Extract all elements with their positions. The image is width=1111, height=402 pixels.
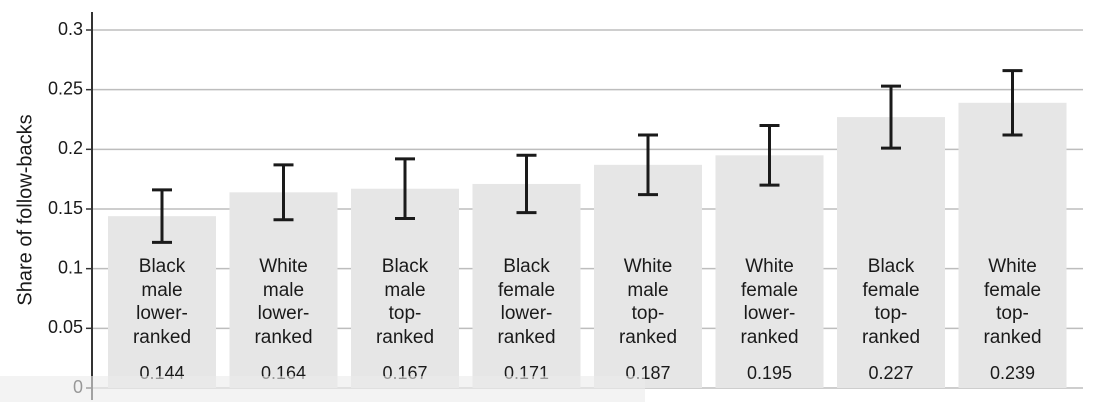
category-label: White female lower- ranked <box>740 256 799 348</box>
category-label: Black female lower- ranked <box>497 256 556 348</box>
y-axis-label: Share of follow-backs <box>14 114 36 305</box>
bar <box>958 102 1067 388</box>
error-bar <box>1002 69 1023 137</box>
value-label: 0.227 <box>868 363 914 383</box>
bar <box>837 117 945 388</box>
category-label: Black male lower- ranked <box>132 256 192 348</box>
bar <box>472 183 581 388</box>
bar <box>229 192 338 388</box>
error-bar <box>395 157 415 221</box>
bar <box>108 216 216 388</box>
category-label: Black male top- ranked <box>375 256 435 348</box>
error-bar <box>516 153 537 215</box>
value-label: 0.239 <box>989 363 1036 383</box>
error-bar <box>273 163 294 222</box>
y-tick-label: 0.1 <box>58 257 83 277</box>
bar <box>594 164 702 388</box>
overlay <box>0 376 645 402</box>
category-label: White male top- ranked <box>618 256 678 348</box>
y-tick-label: 0.05 <box>48 317 83 337</box>
bar <box>715 155 824 388</box>
error-bar <box>638 133 658 197</box>
y-tick-label: 0.2 <box>58 138 83 158</box>
category-label: Black female top- ranked <box>861 256 921 348</box>
y-tick-label: 0.15 <box>48 198 83 218</box>
category-label: White male lower- ranked <box>254 256 313 348</box>
error-bar <box>881 84 901 150</box>
y-tick-label: 0.25 <box>48 78 83 98</box>
value-label: 0.195 <box>746 363 793 383</box>
error-bar <box>759 123 780 187</box>
y-tick-label: 0.3 <box>58 19 83 39</box>
bar <box>351 188 459 388</box>
category-label: White female top- ranked <box>983 256 1042 348</box>
error-bar <box>152 188 172 244</box>
